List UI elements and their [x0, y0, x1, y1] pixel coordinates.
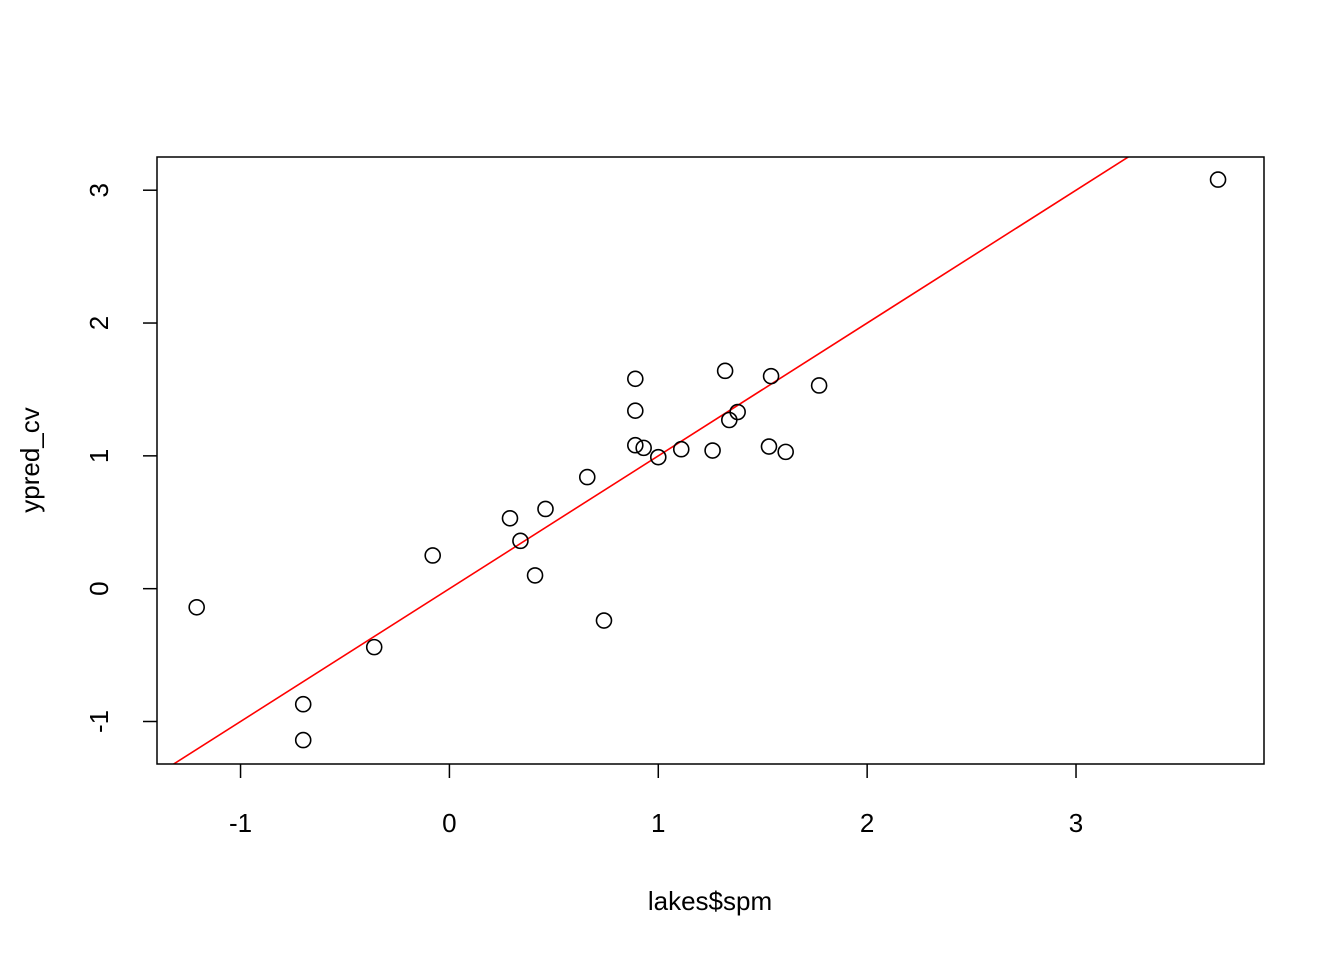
data-point — [294, 731, 312, 749]
x-axis-label: lakes$spm — [648, 886, 772, 916]
data-point — [635, 439, 652, 457]
data-point — [537, 500, 554, 518]
y-axis-label: ypred_cv — [15, 407, 45, 513]
data-point — [777, 443, 794, 461]
data-point — [810, 377, 828, 394]
y-tick-label: 3 — [84, 183, 114, 197]
data-point — [720, 411, 738, 429]
data-point — [704, 442, 721, 459]
y-tick-label: 2 — [84, 316, 114, 330]
x-tick-label: -1 — [229, 808, 252, 838]
reference-line-group — [172, 157, 1130, 764]
data-point — [1209, 171, 1227, 188]
data-point — [188, 598, 205, 616]
data-points — [188, 171, 1227, 749]
data-point — [512, 532, 529, 550]
data-point — [627, 402, 644, 419]
data-point — [729, 403, 746, 421]
data-point — [294, 695, 312, 713]
data-point — [672, 440, 690, 458]
data-point — [760, 438, 778, 455]
x-axis: -1 0 1 2 3 — [229, 764, 1083, 838]
data-point — [578, 468, 596, 486]
y-tick-label: 0 — [84, 581, 114, 595]
data-point — [424, 547, 442, 564]
data-point — [716, 362, 734, 380]
data-point — [501, 509, 519, 527]
data-point — [762, 367, 780, 385]
y-tick-label: 1 — [84, 449, 114, 463]
data-point — [595, 612, 613, 629]
x-tick-label: 2 — [860, 808, 874, 838]
y-axis: -1 0 1 2 3 — [84, 183, 157, 733]
x-tick-label: 1 — [651, 808, 665, 838]
data-point — [627, 370, 644, 388]
data-point — [649, 448, 667, 466]
y-tick-label: -1 — [84, 710, 114, 733]
x-tick-label: 0 — [442, 808, 456, 838]
plot-area — [172, 157, 1227, 764]
data-point — [627, 436, 644, 454]
x-tick-label: 3 — [1069, 808, 1083, 838]
reference-line — [172, 157, 1130, 764]
plot-frame — [156, 156, 1265, 765]
data-point — [365, 638, 383, 656]
data-point — [526, 567, 544, 584]
